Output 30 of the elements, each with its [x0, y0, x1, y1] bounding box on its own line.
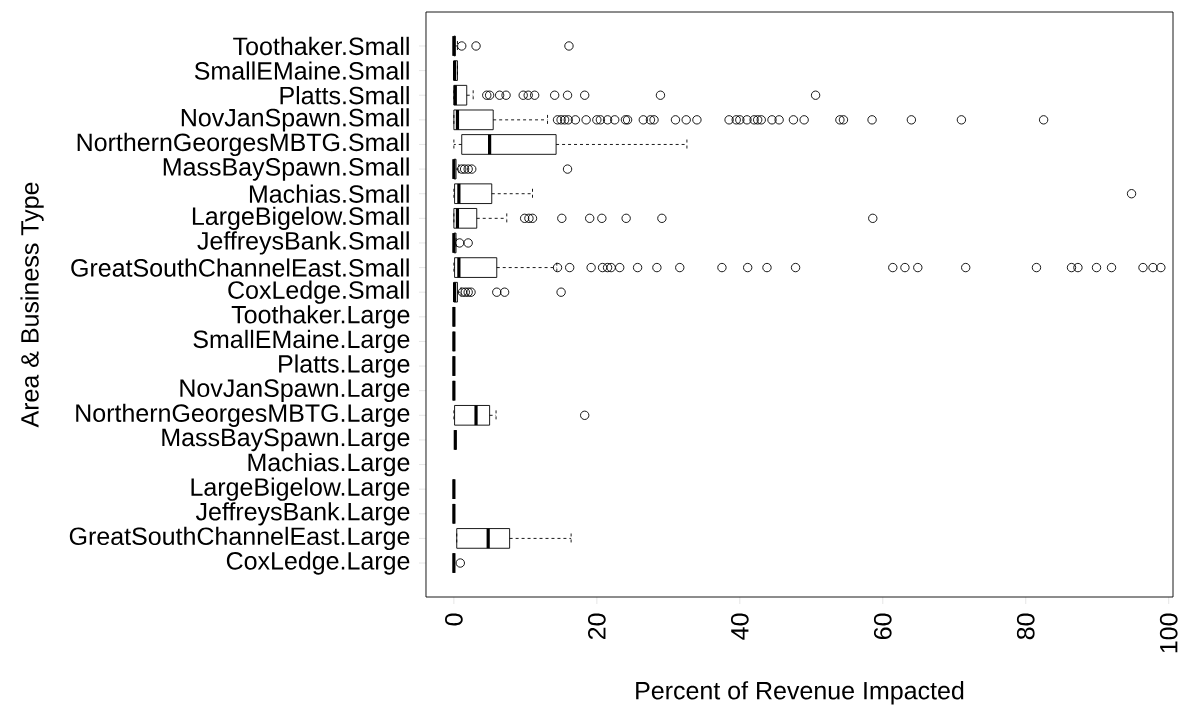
- y-tick-label: Toothaker.Small: [233, 36, 409, 56]
- y-tick-label: LargeBigelow.Small: [192, 206, 409, 230]
- y-tick-label: CoxLedge.Large: [226, 551, 410, 575]
- x-tick-label: 0: [445, 613, 463, 626]
- y-tick-label: MassBaySpawn.Large: [162, 428, 410, 452]
- x-tick-label: 100: [1159, 613, 1178, 653]
- x-tick-label: 20: [587, 613, 606, 640]
- x-axis-title: Percent of Revenue Impacted: [636, 681, 964, 705]
- y-tick-label: Platts.Large: [279, 354, 410, 378]
- y-axis-title: Area & Business Type: [20, 182, 44, 428]
- y-tick-label: GreatSouthChannelEast.Small: [71, 258, 409, 277]
- y-tick-label: JeffreysBank.Large: [195, 502, 410, 526]
- y-tick-label: NovJanSpawn.Large: [180, 379, 410, 402]
- y-tick-label: Platts.Small: [280, 86, 409, 105]
- x-tick-label: 60: [873, 613, 892, 640]
- y-tick-label: JeffreysBank.Small: [197, 231, 409, 255]
- y-tick-label: SmallEMaine.Small: [194, 61, 409, 80]
- y-tick-label: MassBaySpawn.Small: [163, 157, 409, 181]
- y-tick-label: LargeBigelow.Large: [191, 477, 410, 501]
- x-tick-label: 80: [1016, 613, 1035, 640]
- y-tick-label: GreatSouthChannelEast.Large: [69, 526, 410, 551]
- y-tick-label: Toothaker.Large: [231, 305, 410, 329]
- y-tick-label: NovJanSpawn.Small: [181, 108, 409, 132]
- y-tick-label: CoxLedge.Small: [228, 280, 409, 304]
- y-tick-label: Machias.Small: [249, 184, 409, 203]
- y-tick-label: Machias.Large: [248, 452, 410, 477]
- y-tick-label: SmallEMaine.Large: [193, 329, 410, 354]
- y-tick-label: NorthernGeorgesMBTG.Small: [77, 132, 409, 157]
- y-tick-label: NorthernGeorgesMBTG.Large: [76, 403, 410, 427]
- x-tick-label: 40: [730, 613, 749, 640]
